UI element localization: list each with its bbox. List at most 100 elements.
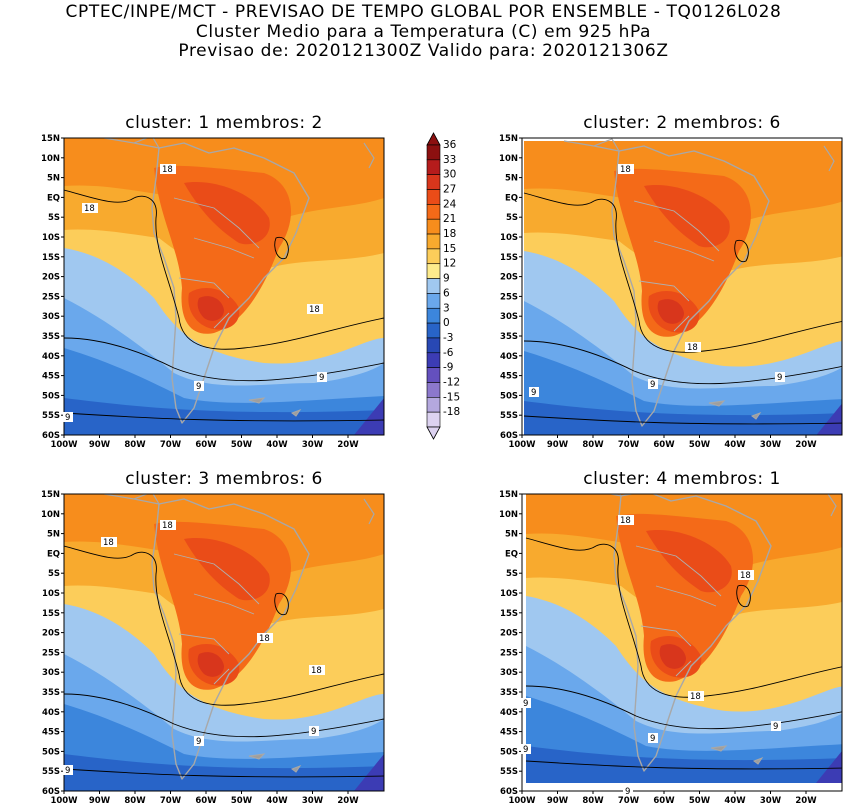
svg-text:18: 18: [740, 571, 751, 581]
latitude-tick-label: 25S: [42, 292, 60, 302]
longitude-tick-label: 20W: [337, 796, 359, 803]
latitude-tick-label: 30S: [500, 668, 518, 678]
latitude-tick-label: 45S: [42, 728, 60, 738]
map-panel-1: 15N 10N 5N EQ 5S 10S 15S 20S 25S 30S 35S 40S 45S 50S 5…: [41, 134, 385, 450]
latitude-tick-label: 30S: [42, 312, 60, 322]
svg-text:9: 9: [523, 699, 528, 709]
contour-label: 9: [63, 765, 73, 776]
latitude-tick-label: 10N: [499, 510, 518, 520]
svg-text:9: 9: [196, 382, 201, 392]
longitude-tick-label: 40W: [724, 440, 746, 450]
latitude-tick-label: 5S: [48, 213, 60, 223]
svg-text:18: 18: [690, 692, 701, 702]
panel-1-title: cluster: 1 membros: 2: [125, 113, 323, 133]
latitude-tick-label: 5N: [505, 174, 518, 184]
longitude-tick-label: 40W: [266, 796, 288, 803]
svg-text:18: 18: [309, 305, 320, 315]
svg-text:9: 9: [311, 727, 316, 737]
longitude-tick-label: 30W: [760, 796, 782, 803]
colorbar-swatch: [426, 144, 441, 161]
contour-label: 9: [521, 744, 531, 755]
longitude-tick-label: 100W: [50, 440, 78, 450]
colorbar-swatch: [426, 174, 441, 190]
svg-text:18: 18: [620, 516, 631, 526]
contour-label: 18: [160, 164, 176, 175]
longitude-tick-label: 50W: [689, 440, 711, 450]
longitude-tick-label: 60W: [195, 796, 217, 803]
latitude-tick-label: 50S: [500, 391, 518, 401]
latitude-tick-label: 20S: [500, 273, 518, 283]
map-panel-4: 15N 10N 5N EQ 5S 10S 15S 20S 25S 30S 35S 40S 45S 50S 5…: [499, 490, 843, 803]
svg-text:9: 9: [319, 373, 324, 383]
latitude-tick-label: 10S: [42, 589, 60, 599]
longitude-tick-label: 40W: [266, 440, 288, 450]
colorbar-swatch: [426, 337, 441, 354]
latitude-tick-label: 40S: [500, 352, 518, 362]
longitude-tick-label: 20W: [795, 440, 817, 450]
latitude-tick-label: 35S: [500, 332, 518, 342]
contour-label: 9: [309, 726, 319, 737]
latitude-tick-label: 45S: [500, 728, 518, 738]
colorbar-swatch: [426, 322, 441, 339]
map-panel-3: 15N 10N 5N EQ 5S 10S 15S 20S 25S 30S 35S 40S 45S 50S 5…: [41, 490, 385, 803]
contour-label: 9: [623, 786, 633, 797]
colorbar-swatch: [426, 159, 441, 175]
svg-text:18: 18: [84, 204, 95, 214]
svg-text:9: 9: [523, 745, 528, 755]
longitude-tick-label: 80W: [582, 796, 604, 803]
latitude-tick-label: 60S: [42, 787, 60, 797]
longitude-tick-label: 90W: [547, 796, 569, 803]
latitude-tick-label: 5N: [47, 174, 60, 184]
colorbar-swatch: [426, 411, 441, 428]
latitude-tick-label: EQ: [47, 193, 60, 203]
latitude-tick-label: 50S: [500, 747, 518, 757]
colorbar-label: 3: [443, 302, 450, 314]
longitude-tick-label: 70W: [618, 796, 640, 803]
colorbar-label: 33: [443, 154, 456, 166]
longitude-tick-label: 90W: [89, 796, 111, 803]
latitude-tick-label: 25S: [500, 292, 518, 302]
svg-text:9: 9: [65, 766, 70, 776]
svg-text:9: 9: [65, 413, 70, 423]
latitude-tick-label: 15N: [499, 134, 518, 144]
contour-label: 9: [529, 387, 539, 398]
contour-label: 18: [160, 520, 176, 531]
longitude-tick-label: 60W: [195, 440, 217, 450]
colorbar-label: 24: [443, 198, 457, 210]
panel-2-title: cluster: 2 membros: 6: [583, 113, 781, 133]
map-panel-2: 15N 10N 5N EQ 5S 10S 15S 20S 25S 30S 35S 40S 45S 50S 5…: [499, 134, 843, 450]
colorbar-label: 36: [443, 139, 457, 151]
latitude-tick-label: 10N: [41, 154, 60, 164]
latitude-tick-label: 5S: [506, 569, 518, 579]
colorbar-swatch: [426, 397, 441, 413]
colorbar-label: -6: [443, 347, 454, 359]
longitude-tick-label: 20W: [795, 796, 817, 803]
svg-text:18: 18: [311, 666, 322, 676]
longitude-tick-label: 90W: [547, 440, 569, 450]
contour-label: 18: [618, 164, 634, 175]
svg-text:18: 18: [162, 165, 173, 175]
colorbar-label: 30: [443, 169, 456, 181]
colorbar-label: 21: [443, 213, 456, 225]
latitude-tick-label: 10S: [500, 589, 518, 599]
contour-label: 18: [738, 570, 754, 581]
latitude-tick-label: 15S: [500, 253, 518, 263]
contour-label: 9: [63, 412, 73, 423]
latitude-tick-label: 30S: [42, 668, 60, 678]
forecast-validity: Previsao de: 2020121300Z Valido para: 20…: [178, 41, 669, 61]
colorbar-swatch: [426, 204, 441, 220]
longitude-tick-label: 50W: [689, 796, 711, 803]
longitude-tick-label: 60W: [653, 796, 675, 803]
colorbar-label: 18: [443, 228, 456, 240]
latitude-tick-label: 15S: [42, 609, 60, 619]
latitude-tick-label: 15S: [42, 253, 60, 263]
latitude-tick-label: 20S: [500, 629, 518, 639]
latitude-tick-label: 40S: [500, 708, 518, 718]
colorbar-swatch: [426, 382, 441, 398]
colorbar-label: 15: [443, 243, 456, 255]
colorbar-top-arrow: [426, 132, 441, 146]
panel-4-title: cluster: 4 membros: 1: [583, 469, 781, 489]
longitude-tick-label: 90W: [89, 440, 111, 450]
latitude-tick-label: 60S: [42, 431, 60, 441]
